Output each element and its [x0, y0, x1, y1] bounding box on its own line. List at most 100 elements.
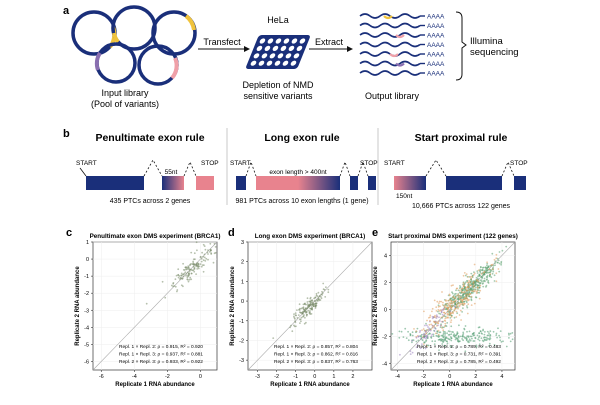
data-point	[296, 309, 298, 311]
data-point	[470, 277, 473, 280]
data-point	[467, 276, 470, 278]
y-tick-label: 2	[241, 260, 244, 266]
data-point	[296, 317, 299, 319]
data-point	[475, 292, 478, 295]
data-point	[428, 327, 431, 330]
chart-title: Long exon DMS experiment (BRCA1)	[255, 233, 366, 240]
data-point	[486, 334, 489, 337]
data-point	[478, 335, 481, 337]
data-point	[298, 303, 301, 306]
data-point	[477, 269, 480, 272]
data-point	[449, 314, 452, 317]
data-point	[478, 336, 480, 339]
correlation-stat: Repl. 2 × Repl. 3: ρ = 0.837, R² = 0.763	[274, 359, 358, 365]
data-point	[317, 291, 320, 294]
data-point	[192, 260, 195, 263]
data-point	[467, 295, 469, 298]
x-axis-label: Replicate 1 RNA abundance	[270, 382, 350, 388]
data-point	[438, 300, 441, 303]
poly-a-tail: AAAA	[427, 42, 445, 49]
data-point	[438, 310, 441, 312]
data-point	[479, 266, 482, 268]
data-point	[213, 242, 216, 245]
data-point	[485, 276, 488, 278]
data-point	[185, 274, 188, 277]
data-point	[455, 304, 458, 307]
data-point	[444, 334, 446, 336]
data-point	[437, 304, 440, 307]
data-point	[470, 304, 473, 306]
y-tick-label: 2	[384, 280, 387, 286]
data-point	[482, 266, 485, 269]
data-point	[203, 256, 206, 259]
data-point	[432, 335, 435, 337]
y-axis-label: Replicate 2 RNA abundance	[75, 266, 81, 346]
data-point	[442, 315, 445, 318]
data-point	[486, 274, 489, 277]
data-point	[426, 319, 428, 322]
data-point	[495, 332, 498, 335]
x-tick-label: -4	[132, 374, 137, 380]
data-point	[467, 281, 470, 284]
data-point	[435, 314, 438, 317]
data-point	[429, 320, 431, 323]
data-point	[499, 339, 502, 342]
data-point	[485, 267, 487, 270]
data-point	[435, 310, 438, 312]
data-point	[470, 284, 472, 287]
data-point	[404, 327, 407, 330]
data-point	[459, 302, 461, 304]
data-point	[422, 343, 425, 345]
data-point	[486, 269, 489, 271]
data-point	[491, 268, 494, 271]
data-point	[445, 302, 448, 305]
data-point	[482, 285, 485, 288]
data-point	[478, 291, 481, 294]
correlation-stat: Repl. 1 × Repl. 3: ρ = 0.937, R² = 0.881	[119, 352, 203, 358]
data-point	[415, 330, 418, 332]
data-point	[321, 292, 324, 295]
data-point	[454, 302, 457, 305]
data-point	[433, 343, 436, 345]
data-point	[448, 302, 451, 304]
data-point	[443, 319, 446, 322]
data-point	[448, 298, 451, 301]
data-point	[475, 296, 478, 299]
data-point	[478, 286, 481, 289]
data-point	[505, 245, 508, 248]
data-point	[436, 315, 438, 318]
data-point	[478, 343, 481, 346]
data-point	[477, 286, 479, 289]
x-tick-label: 0	[313, 374, 316, 380]
rule-3-title: Start proximal rule	[415, 132, 508, 144]
data-point	[496, 257, 499, 260]
data-point	[427, 326, 429, 328]
data-point	[488, 332, 490, 334]
depletion-sublabel: sensitive variants	[243, 91, 313, 101]
data-point	[465, 297, 468, 300]
data-point	[293, 316, 296, 319]
data-point	[164, 296, 167, 299]
data-point	[481, 346, 484, 348]
data-point	[305, 310, 308, 313]
data-point	[161, 280, 164, 283]
data-point	[184, 266, 187, 269]
data-point	[453, 316, 456, 319]
data-point	[498, 270, 501, 273]
data-point	[416, 327, 419, 330]
data-point	[309, 296, 312, 299]
data-point	[198, 265, 201, 268]
data-point	[449, 336, 452, 338]
data-point	[450, 325, 453, 328]
data-point	[200, 265, 203, 268]
data-point	[446, 305, 449, 307]
data-point	[431, 307, 434, 310]
well	[259, 38, 266, 44]
data-point	[409, 350, 412, 353]
data-point	[447, 299, 449, 302]
data-point	[431, 310, 433, 313]
data-point	[434, 320, 437, 323]
data-point	[497, 259, 500, 262]
penultimate-exon-rule: Penultimate exon rule START STOP 55nt 43…	[76, 132, 219, 205]
data-point	[461, 287, 464, 290]
